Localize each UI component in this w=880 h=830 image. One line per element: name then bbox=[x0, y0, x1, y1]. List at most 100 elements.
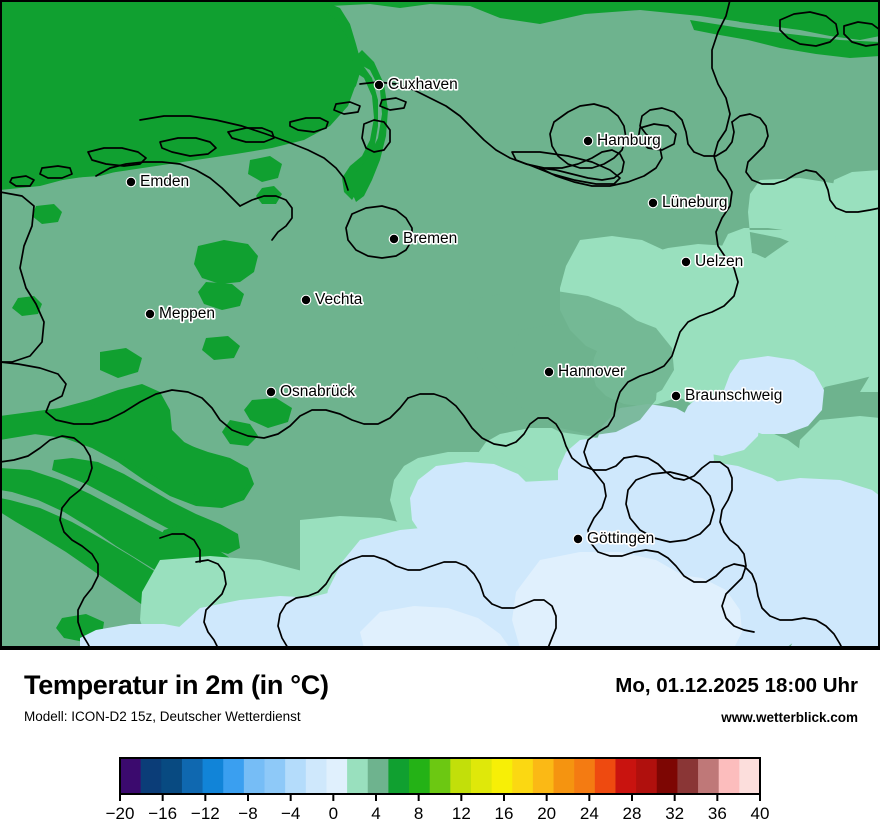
city-label: Uelzen bbox=[695, 253, 743, 270]
colorbar-tick-label: 28 bbox=[623, 804, 642, 823]
model-subtitle: Modell: ICON-D2 15z, Deutscher Wetterdie… bbox=[24, 709, 301, 724]
city-marker[interactable]: Uelzen bbox=[680, 251, 745, 272]
temperature-map[interactable]: Cuxhaven Hamburg Emden Lüneburg Bremen Uelzen… bbox=[0, 0, 880, 650]
administrative-borders bbox=[0, 0, 880, 648]
colorbar-swatch bbox=[388, 758, 410, 794]
colorbar-canvas[interactable]: −20 −16 −12 −8 −4 0 4 8 12 16 20 24 28 32 36 40 bbox=[0, 750, 880, 830]
city-label: Vechta bbox=[315, 291, 363, 308]
colorbar-swatch bbox=[409, 758, 431, 794]
colorbar-tick-label: 20 bbox=[537, 804, 556, 823]
city-layer[interactable]: Cuxhaven Hamburg Emden Lüneburg Bremen Uelzen… bbox=[125, 74, 784, 549]
city-marker[interactable]: Braunschweig bbox=[670, 385, 784, 406]
colorbar-ticks bbox=[119, 794, 761, 801]
city-label: Hamburg bbox=[597, 132, 661, 149]
city-label: Lüneburg bbox=[662, 194, 728, 211]
temperature-colorbar[interactable]: −20 −16 −12 −8 −4 0 4 8 12 16 20 24 28 32 36 40 bbox=[0, 750, 880, 830]
city-dot bbox=[582, 135, 594, 147]
colorbar-swatch bbox=[305, 758, 328, 794]
colorbar-swatches bbox=[120, 758, 761, 794]
city-marker[interactable]: Osnabrück bbox=[265, 381, 357, 402]
colorbar-tick-label: −20 bbox=[106, 804, 135, 823]
colorbar-swatch bbox=[202, 758, 224, 794]
city-label: Bremen bbox=[403, 230, 457, 247]
city-label: Meppen bbox=[159, 305, 215, 322]
colorbar-tick-label: 0 bbox=[329, 804, 338, 823]
colorbar-swatch bbox=[450, 758, 472, 794]
city-dot bbox=[543, 366, 555, 378]
city-dot bbox=[144, 308, 156, 320]
temperature-band-0 bbox=[360, 552, 742, 648]
colorbar-tick-label: 24 bbox=[580, 804, 599, 823]
city-label: Göttingen bbox=[587, 530, 654, 547]
colorbar-swatch bbox=[677, 758, 699, 794]
city-label: Hannover bbox=[558, 363, 625, 380]
city-marker[interactable]: Hannover bbox=[543, 361, 627, 382]
colorbar-swatch bbox=[512, 758, 534, 794]
colorbar-swatch bbox=[532, 758, 555, 794]
colorbar-tick-label: −16 bbox=[148, 804, 177, 823]
city-dot bbox=[670, 390, 682, 402]
colorbar-tick-label: 8 bbox=[414, 804, 423, 823]
colorbar-swatch bbox=[429, 758, 451, 794]
colorbar-swatch bbox=[739, 758, 761, 794]
map-canvas[interactable]: Cuxhaven Hamburg Emden Lüneburg Bremen Uelzen… bbox=[0, 0, 880, 650]
colorbar-tick-labels: −20 −16 −12 −8 −4 0 4 8 12 16 20 24 28 32 36 40 bbox=[106, 804, 770, 823]
colorbar-tick-label: 40 bbox=[751, 804, 770, 823]
footer-info: Temperatur in 2m (in °C) Modell: ICON-D2… bbox=[0, 650, 880, 830]
colorbar-swatch bbox=[181, 758, 204, 794]
city-label: Emden bbox=[140, 173, 189, 190]
city-marker[interactable]: Bremen bbox=[388, 228, 459, 249]
colorbar-tick-label: 16 bbox=[495, 804, 514, 823]
colorbar-swatch bbox=[553, 758, 575, 794]
city-marker[interactable]: Vechta bbox=[300, 289, 364, 310]
colorbar-tick-label: 36 bbox=[708, 804, 727, 823]
title-block: Temperatur in 2m (in °C) Modell: ICON-D2… bbox=[24, 670, 544, 725]
city-dot bbox=[388, 233, 400, 245]
city-dot bbox=[680, 256, 692, 268]
city-dot bbox=[265, 386, 277, 398]
city-label: Cuxhaven bbox=[388, 76, 458, 93]
colorbar-frame bbox=[119, 757, 761, 795]
colorbar-tick-label: 12 bbox=[452, 804, 471, 823]
colorbar-tick-label: −12 bbox=[191, 804, 220, 823]
meta-block: Mo, 01.12.2025 18:00 Uhr www.wetterblick… bbox=[438, 674, 858, 725]
valid-time: Mo, 01.12.2025 18:00 Uhr bbox=[615, 674, 858, 697]
city-marker[interactable]: Göttingen bbox=[572, 528, 656, 549]
colorbar-tick-label: −8 bbox=[238, 804, 257, 823]
colorbar-tick-label: 4 bbox=[371, 804, 380, 823]
city-marker[interactable]: Meppen bbox=[144, 303, 217, 324]
colorbar-swatch bbox=[636, 758, 658, 794]
colorbar-swatch bbox=[161, 758, 183, 794]
colorbar-swatch bbox=[491, 758, 513, 794]
colorbar-swatch bbox=[223, 758, 245, 794]
colorbar-tick-label: 32 bbox=[665, 804, 684, 823]
colorbar-swatch bbox=[243, 758, 266, 794]
temperature-band-5 bbox=[468, 290, 674, 436]
colorbar-tick-label: −4 bbox=[281, 804, 300, 823]
map-border bbox=[0, 0, 880, 648]
colorbar-swatch bbox=[140, 758, 162, 794]
colorbar-swatch bbox=[615, 758, 637, 794]
colorbar-swatch bbox=[718, 758, 740, 794]
colorbar-swatch bbox=[367, 758, 389, 794]
colorbar-swatch bbox=[698, 758, 720, 794]
colorbar-swatch bbox=[264, 758, 286, 794]
city-marker[interactable]: Hamburg bbox=[582, 130, 662, 151]
colorbar-swatch bbox=[347, 758, 369, 794]
website-credit: www.wetterblick.com bbox=[721, 710, 858, 725]
colorbar-swatch bbox=[470, 758, 493, 794]
city-marker[interactable]: Lüneburg bbox=[647, 192, 729, 213]
city-dot bbox=[647, 197, 659, 209]
colorbar-swatch bbox=[656, 758, 679, 794]
colorbar-swatch bbox=[120, 758, 142, 794]
city-label: Osnabrück bbox=[280, 383, 355, 400]
city-dot bbox=[300, 294, 312, 306]
city-dot bbox=[125, 176, 137, 188]
city-marker[interactable]: Cuxhaven bbox=[373, 74, 459, 95]
colorbar-swatch bbox=[574, 758, 596, 794]
city-dot bbox=[373, 79, 385, 91]
city-dot bbox=[572, 533, 584, 545]
city-marker[interactable]: Emden bbox=[125, 171, 191, 192]
page-title: Temperatur in 2m (in °C) bbox=[24, 670, 329, 700]
city-label: Braunschweig bbox=[685, 387, 782, 404]
